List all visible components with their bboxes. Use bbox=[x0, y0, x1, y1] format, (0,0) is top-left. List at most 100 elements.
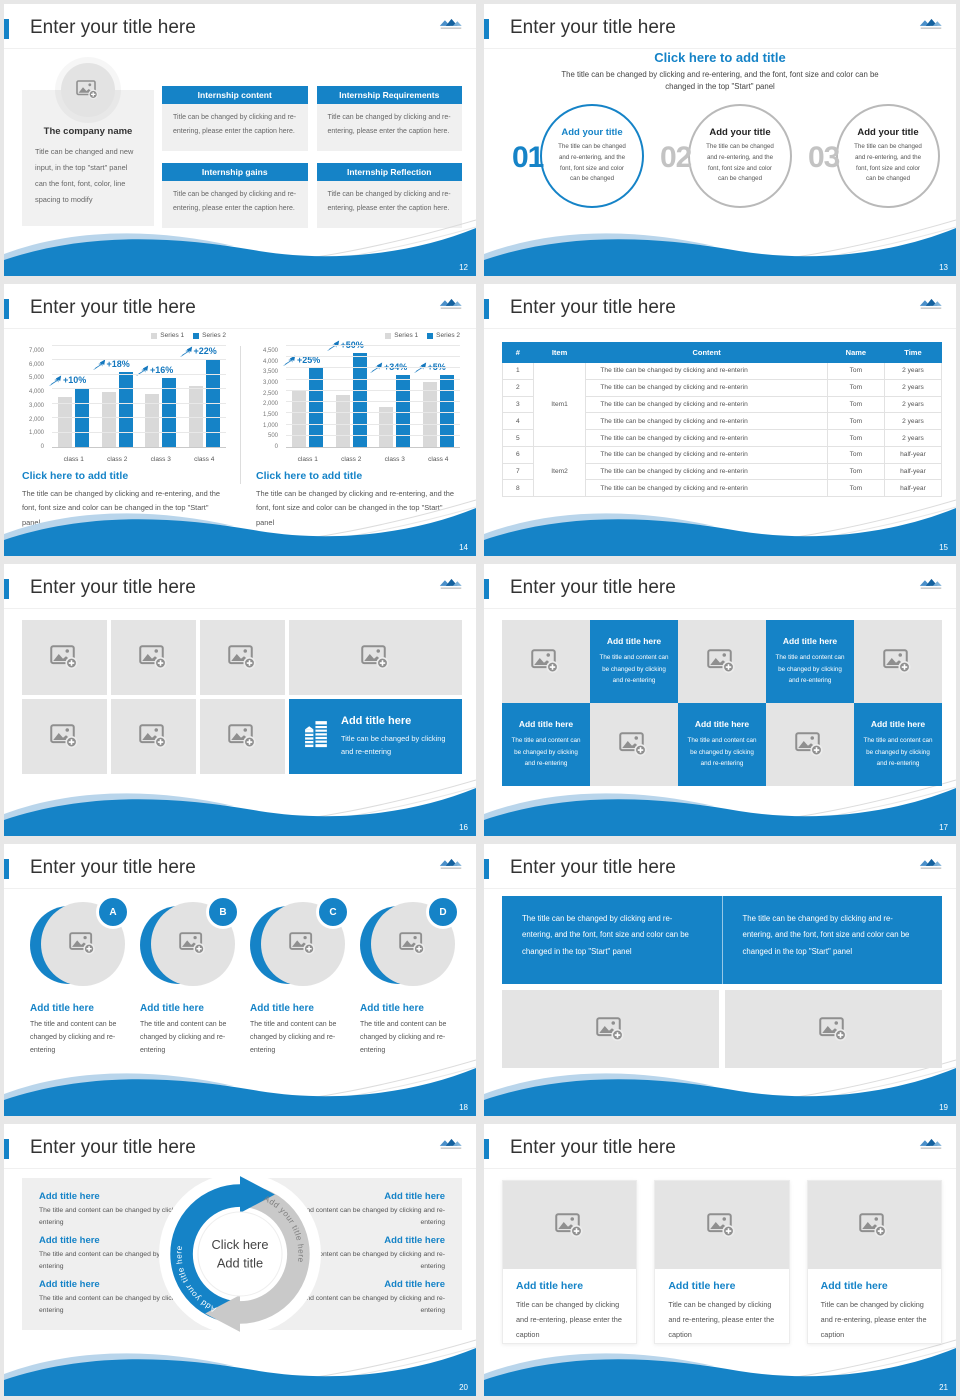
slide-19[interactable]: The title can be changed by clicking and… bbox=[484, 844, 956, 1116]
cell-content: The title can be changed by clicking and… bbox=[585, 445, 828, 464]
slide-17[interactable]: Add title here The title and content can… bbox=[484, 564, 956, 836]
cell-name: Tom bbox=[826, 479, 885, 498]
slide-16[interactable]: Add title here Title can be changed by c… bbox=[4, 564, 476, 836]
image-placeholder-box[interactable] bbox=[725, 990, 942, 1068]
cell-content: The title can be changed by clicking and… bbox=[585, 429, 828, 447]
title-divider bbox=[484, 48, 956, 49]
cell-content: The title can be changed by clicking and… bbox=[585, 395, 828, 414]
slide-12[interactable]: The company name Title can be changed an… bbox=[4, 4, 476, 276]
slide-15[interactable]: # Item Content Name Time 1 Item1 The tit… bbox=[484, 284, 956, 556]
image-placeholder-box[interactable] bbox=[41, 902, 125, 986]
chart-y-axis: 7,000 6,000 5,000 4,000 3,000 2,000 1,000 0 bbox=[28, 348, 44, 450]
image-placeholder-box[interactable] bbox=[289, 620, 462, 695]
circle-art: C bbox=[250, 895, 350, 988]
school-logo-icon bbox=[436, 857, 466, 876]
cell-num: 4 bbox=[502, 412, 534, 431]
image-placeholder-box[interactable] bbox=[111, 699, 196, 774]
info-box: Internship Requirements Title can be cha… bbox=[316, 86, 462, 151]
cycle-item: Add title here The title and content can… bbox=[39, 1191, 219, 1229]
title-divider bbox=[4, 1168, 476, 1169]
chart-caption-title: Click here to add title bbox=[22, 470, 129, 482]
info-box-grid: Internship content Title can be changed … bbox=[162, 86, 462, 228]
slide-20[interactable]: Add title here The title and content can… bbox=[4, 1124, 476, 1396]
cycle-item: Add title here The title and content can… bbox=[265, 1191, 445, 1229]
circle-title: Add your title bbox=[709, 127, 771, 139]
image-placeholder-box[interactable] bbox=[111, 620, 196, 695]
cycle-item: Add title here The title and content can… bbox=[39, 1279, 219, 1317]
bar-series-1 bbox=[292, 390, 307, 447]
slide-21[interactable]: Add title here Title can be changed by c… bbox=[484, 1124, 956, 1396]
image-placeholder-box[interactable] bbox=[502, 990, 719, 1068]
item-body: The title and content can be changed by … bbox=[276, 1207, 445, 1227]
slide-title: Enter your title here bbox=[510, 297, 676, 318]
photo-row bbox=[502, 990, 942, 1068]
info-box: Internship content Title can be changed … bbox=[162, 86, 308, 151]
tile-body: The title and content can be changed by … bbox=[775, 654, 845, 685]
lettered-item: D Add title here The title and content c… bbox=[360, 895, 460, 1058]
slide-13[interactable]: Click here to add title The title can be… bbox=[484, 4, 956, 276]
chart-x-axis: class 1 class 2 class 3 class 4 bbox=[52, 456, 226, 463]
lettered-item: C Add title here The title and content c… bbox=[250, 895, 350, 1058]
cell-content: The title can be changed by clicking and… bbox=[585, 462, 828, 481]
chart-bars: +25% +50% +34% +5% bbox=[283, 340, 461, 447]
blue-arrowhead bbox=[240, 1176, 275, 1213]
image-placeholder-box[interactable] bbox=[22, 620, 107, 695]
info-box-body: Title can be changed by clicking and re-… bbox=[316, 104, 462, 151]
bar-group: +5% bbox=[413, 346, 461, 447]
lettered-item: A Add title here The title and content c… bbox=[30, 895, 130, 1058]
cell-num: 7 bbox=[502, 462, 534, 481]
cycle-arrows-diagram: Add your title here Add your title here … bbox=[159, 1173, 321, 1335]
tile-body: The title and content can be changed by … bbox=[599, 654, 669, 685]
info-box-body: Title can be changed by clicking and re-… bbox=[162, 181, 308, 228]
image-placeholder-box[interactable] bbox=[503, 1181, 637, 1269]
center-label-line2: Add title bbox=[217, 1255, 263, 1270]
page-number: 18 bbox=[459, 1103, 468, 1112]
center-circle[interactable] bbox=[197, 1211, 283, 1297]
legend-item: Series 2 bbox=[193, 332, 226, 339]
item-title: Add title here bbox=[384, 1234, 445, 1246]
school-logo-icon bbox=[436, 1137, 466, 1156]
x-tick-label: class 3 bbox=[384, 456, 405, 463]
item-title: Add title here bbox=[39, 1191, 100, 1202]
image-placeholder-box[interactable] bbox=[655, 1181, 789, 1269]
circle-body: The title can be changed and re-entering… bbox=[558, 143, 626, 183]
image-placeholder-box[interactable] bbox=[807, 1181, 941, 1269]
x-tick-label: class 4 bbox=[428, 456, 449, 463]
image-placeholder-box[interactable] bbox=[678, 620, 766, 703]
x-tick-label: class 4 bbox=[194, 456, 215, 463]
item-title: Add title here bbox=[39, 1234, 100, 1246]
slide-14[interactable]: Series 1 Series 2 7,000 6,000 5,000 4,000 3,0… bbox=[4, 284, 476, 556]
image-placeholder-box[interactable] bbox=[22, 699, 107, 774]
image-placeholder-box[interactable] bbox=[766, 703, 854, 786]
item-body: The title and content can be changed by … bbox=[360, 1021, 447, 1054]
text-tile: Add title here The title and content can… bbox=[854, 703, 942, 786]
content-table: # Item Content Name Time 1 Item1 The tit… bbox=[502, 342, 943, 498]
circle-art: D bbox=[360, 895, 460, 988]
cell-name: Tom bbox=[826, 445, 885, 464]
image-placeholder-box[interactable] bbox=[200, 699, 285, 774]
image-placeholder-box[interactable] bbox=[502, 620, 590, 703]
image-placeholder-box[interactable] bbox=[200, 620, 285, 695]
title-divider bbox=[4, 888, 476, 889]
image-placeholder-box[interactable] bbox=[61, 63, 115, 117]
blue-arc bbox=[170, 1184, 241, 1324]
banner-text-left: The title can be changed by clicking and… bbox=[522, 914, 689, 956]
page-number: 21 bbox=[939, 1383, 948, 1392]
school-logo-icon bbox=[436, 577, 466, 596]
image-placeholder-box[interactable] bbox=[854, 620, 942, 703]
item-body: The title and content can be changed by … bbox=[276, 1294, 445, 1314]
item-title: Add title here bbox=[250, 1003, 314, 1014]
item-body: The title and content can be changed by … bbox=[250, 1021, 337, 1054]
bar-group: +50% bbox=[326, 340, 374, 447]
item-body: The title and content can be changed by … bbox=[140, 1021, 227, 1054]
tile-title: Add title here bbox=[782, 636, 838, 647]
page-number: 13 bbox=[939, 263, 948, 272]
image-placeholder-box[interactable] bbox=[590, 703, 678, 786]
numbered-circle-item: 01 Add your title The title can be chang… bbox=[510, 102, 646, 214]
bar-series-1 bbox=[335, 395, 350, 447]
slide-18[interactable]: A Add title here The title and content c… bbox=[4, 844, 476, 1116]
bar-series-1 bbox=[379, 406, 394, 447]
feature-body: Title can be changed by clicking and re-… bbox=[341, 733, 446, 756]
card-title: Add title here bbox=[516, 1280, 584, 1292]
cell-content: The title can be changed by clicking and… bbox=[585, 362, 828, 380]
